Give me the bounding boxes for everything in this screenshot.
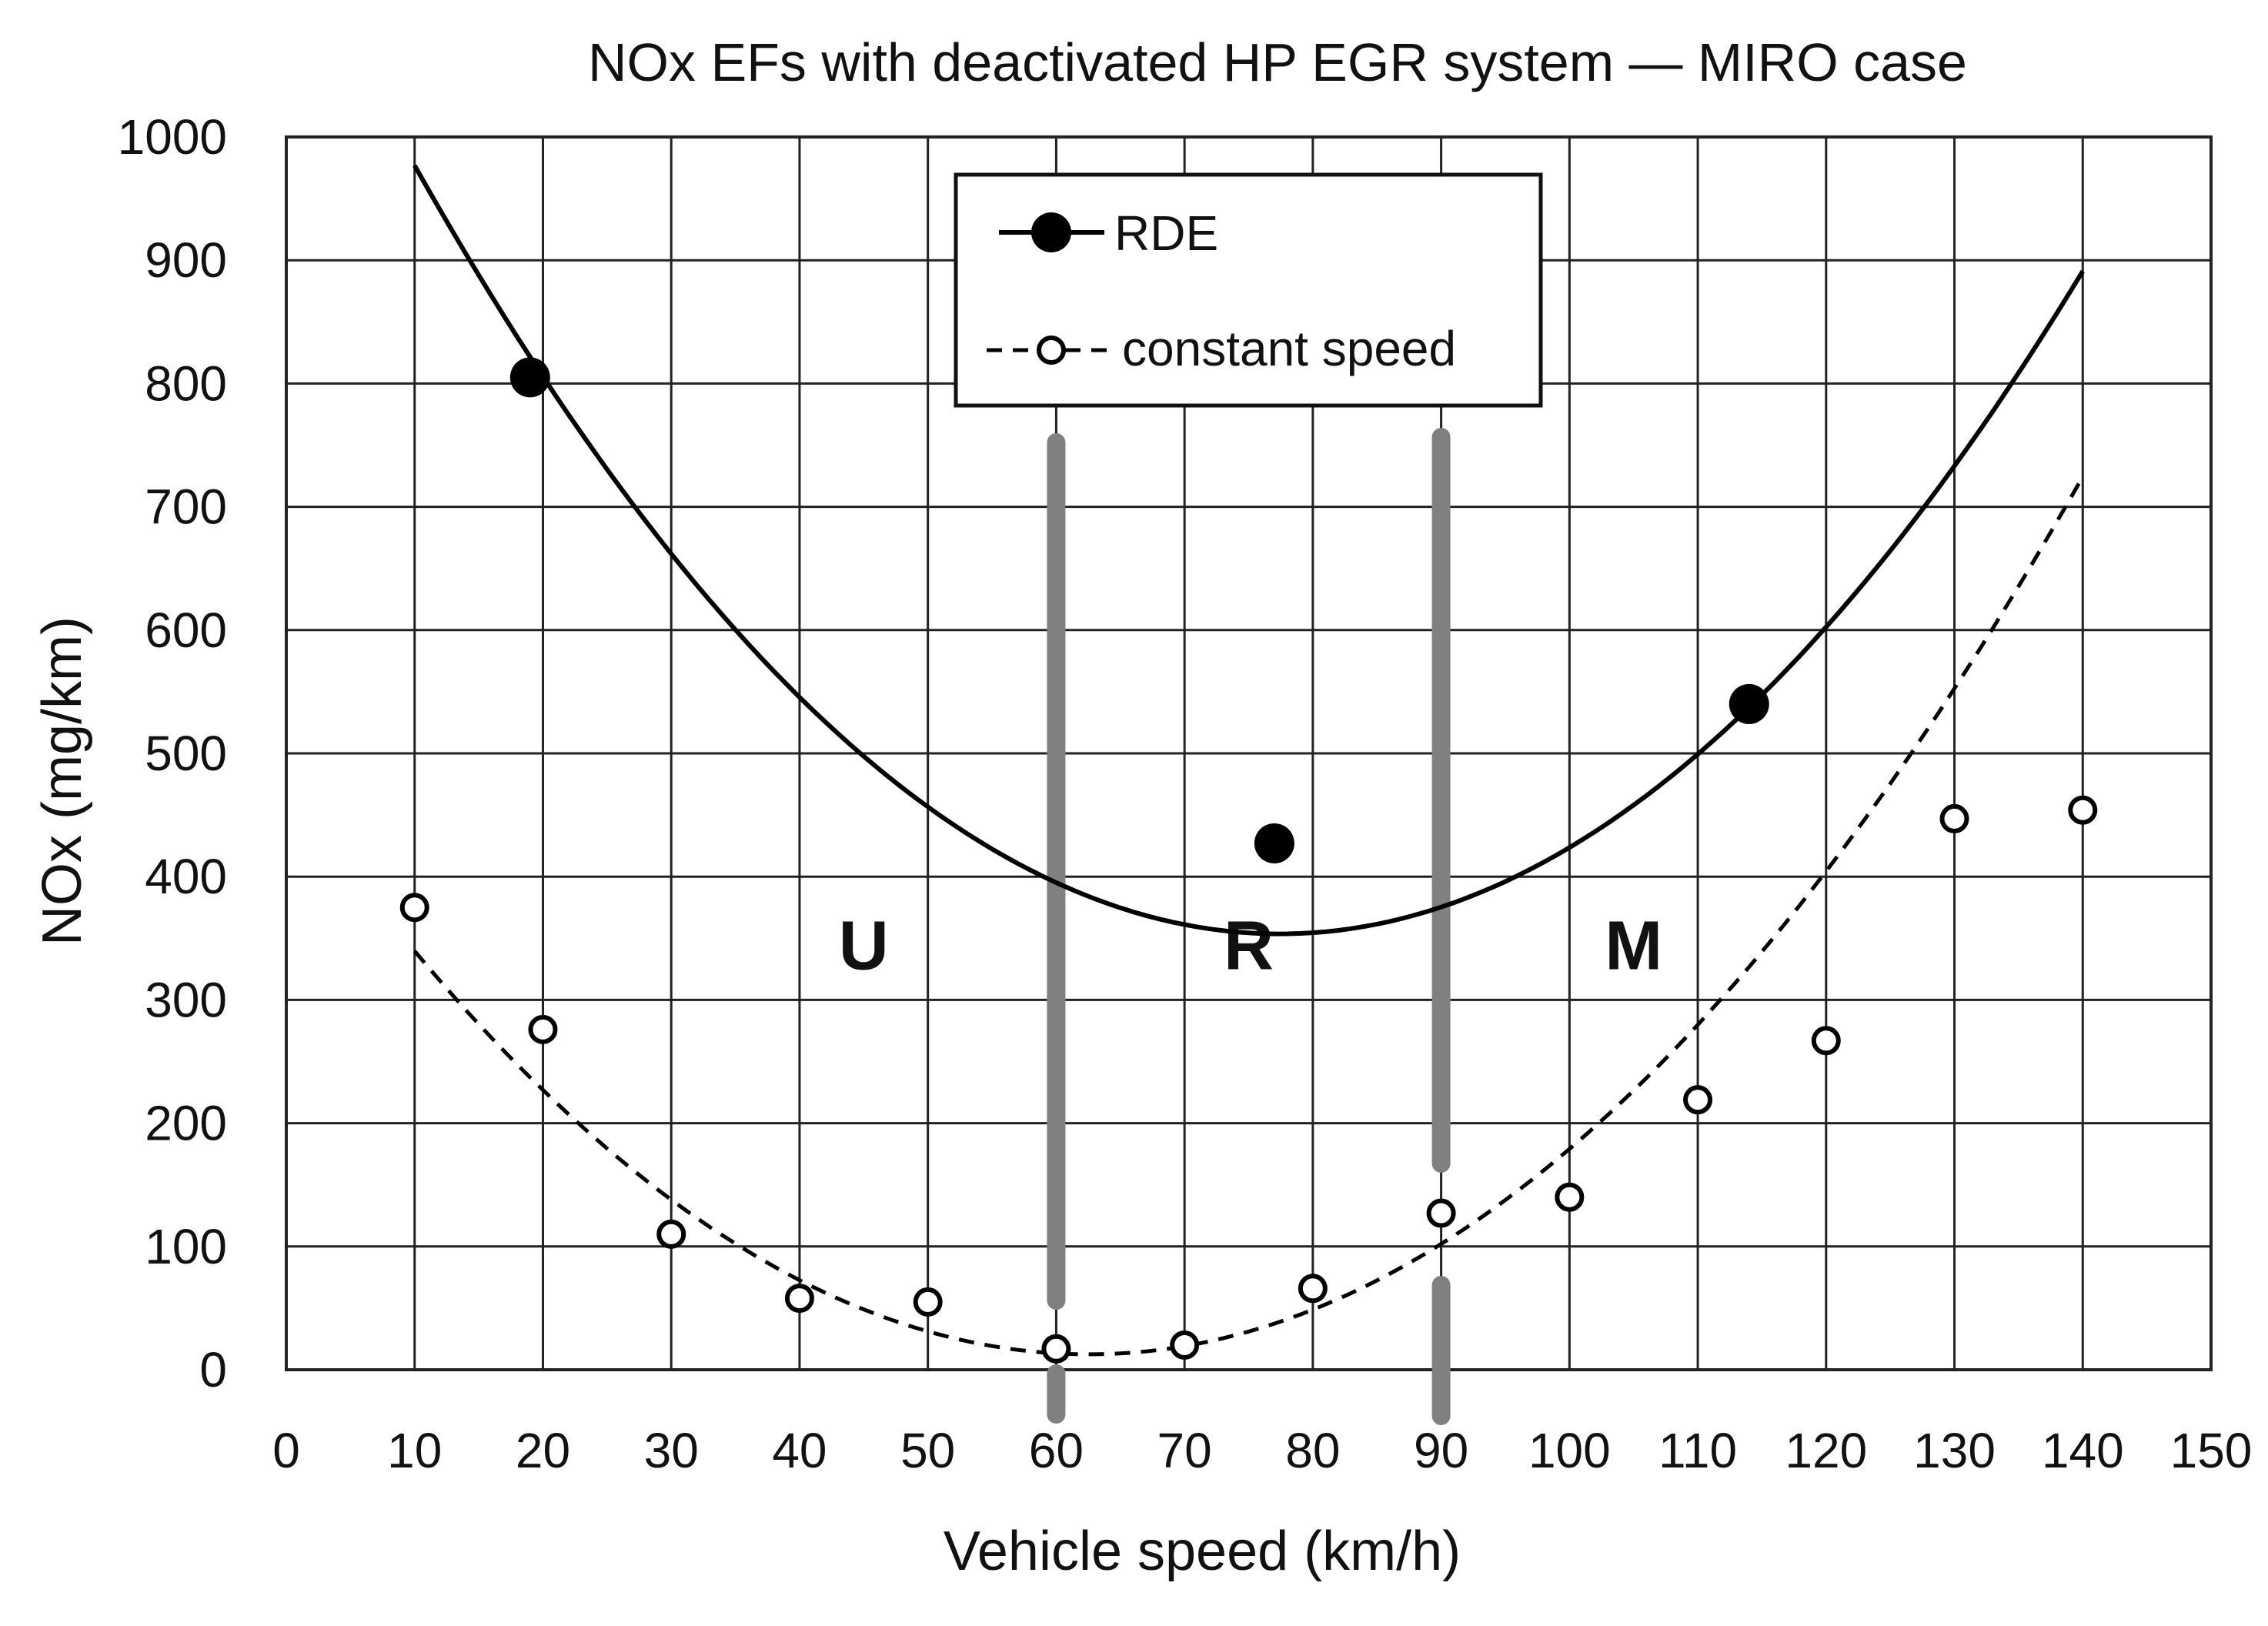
data-point-constant-speed [656,1219,686,1249]
x-tick-label: 0 [272,1423,300,1478]
data-point-rde [1254,823,1294,863]
x-tick-label: 80 [1285,1423,1340,1478]
y-tick-label: 700 [145,479,227,535]
series-line-rde [413,164,2085,937]
x-tick-label: 100 [1528,1423,1611,1478]
y-tick-label: 1000 [118,109,227,165]
y-tick-label: 400 [145,849,227,904]
x-tick-label: 120 [1785,1423,1867,1478]
legend: RDE constant speed [954,172,1543,408]
data-point-constant-speed [399,893,429,923]
chart-title: NOx EFs with deactivated HP EGR system —… [588,32,1967,92]
series-line-constant-speed [413,476,2085,1357]
data-point-constant-speed [1170,1330,1200,1360]
x-tick-label: 30 [644,1423,699,1478]
data-point-constant-speed [1426,1198,1456,1228]
data-point-constant-speed [913,1287,943,1317]
y-tick-label: 500 [145,726,227,781]
x-tick-label: 150 [2170,1423,2253,1478]
x-tick-label: 90 [1414,1423,1468,1478]
y-tick-label: 800 [145,356,227,411]
x-tick-label: 20 [516,1423,570,1478]
data-point-constant-speed [2068,795,2098,825]
data-point-constant-speed [528,1014,558,1044]
y-tick-label: 0 [199,1342,227,1397]
data-point-constant-speed [1298,1274,1328,1304]
legend-constant-speed-marker [1037,336,1066,365]
x-tick-label: 10 [387,1423,442,1478]
data-point-rde [509,357,550,398]
zone-boundaries [1047,428,1451,1425]
legend-label-constant-speed: constant speed [1122,321,1456,376]
y-tick-label: 300 [145,972,227,1027]
x-axis-label: Vehicle speed (km/h) [944,1521,1461,1582]
y-tick-label: 200 [145,1096,227,1151]
legend-label-rde: RDE [1114,205,1218,261]
zone-label-u: U [839,907,889,984]
y-axis-label: NOx (mg/km) [32,616,93,946]
y-axis-ticks: 0 100 200 300 400 500 600 700 800 900 1000 [118,109,227,1397]
y-tick-label: 900 [145,232,227,288]
zone-label-r: R [1224,907,1274,984]
zone-label-m: M [1605,907,1662,984]
data-point-constant-speed [1811,1026,1841,1056]
y-tick-label: 100 [145,1219,227,1274]
x-tick-label: 40 [772,1423,827,1478]
data-series [399,164,2098,1364]
plot-frame [285,135,2213,1371]
data-point-constant-speed [1041,1334,1071,1364]
data-point-constant-speed [1939,803,1969,833]
data-point-constant-speed [1683,1085,1713,1115]
data-point-constant-speed [1555,1182,1585,1212]
x-tick-label: 70 [1157,1423,1212,1478]
x-tick-label: 140 [2042,1423,2124,1478]
x-axis-ticks: 0 10 20 30 40 50 60 70 80 90 100 110 120 130 140 150 [272,1423,2252,1478]
x-tick-label: 130 [1913,1423,1996,1478]
x-tick-label: 110 [1658,1423,1737,1478]
y-tick-label: 600 [145,603,227,658]
x-tick-label: 60 [1029,1423,1084,1478]
x-tick-label: 50 [900,1423,955,1478]
legend-rde-marker [1031,212,1071,252]
data-point-constant-speed [784,1284,814,1314]
data-point-rde [1729,683,1769,724]
